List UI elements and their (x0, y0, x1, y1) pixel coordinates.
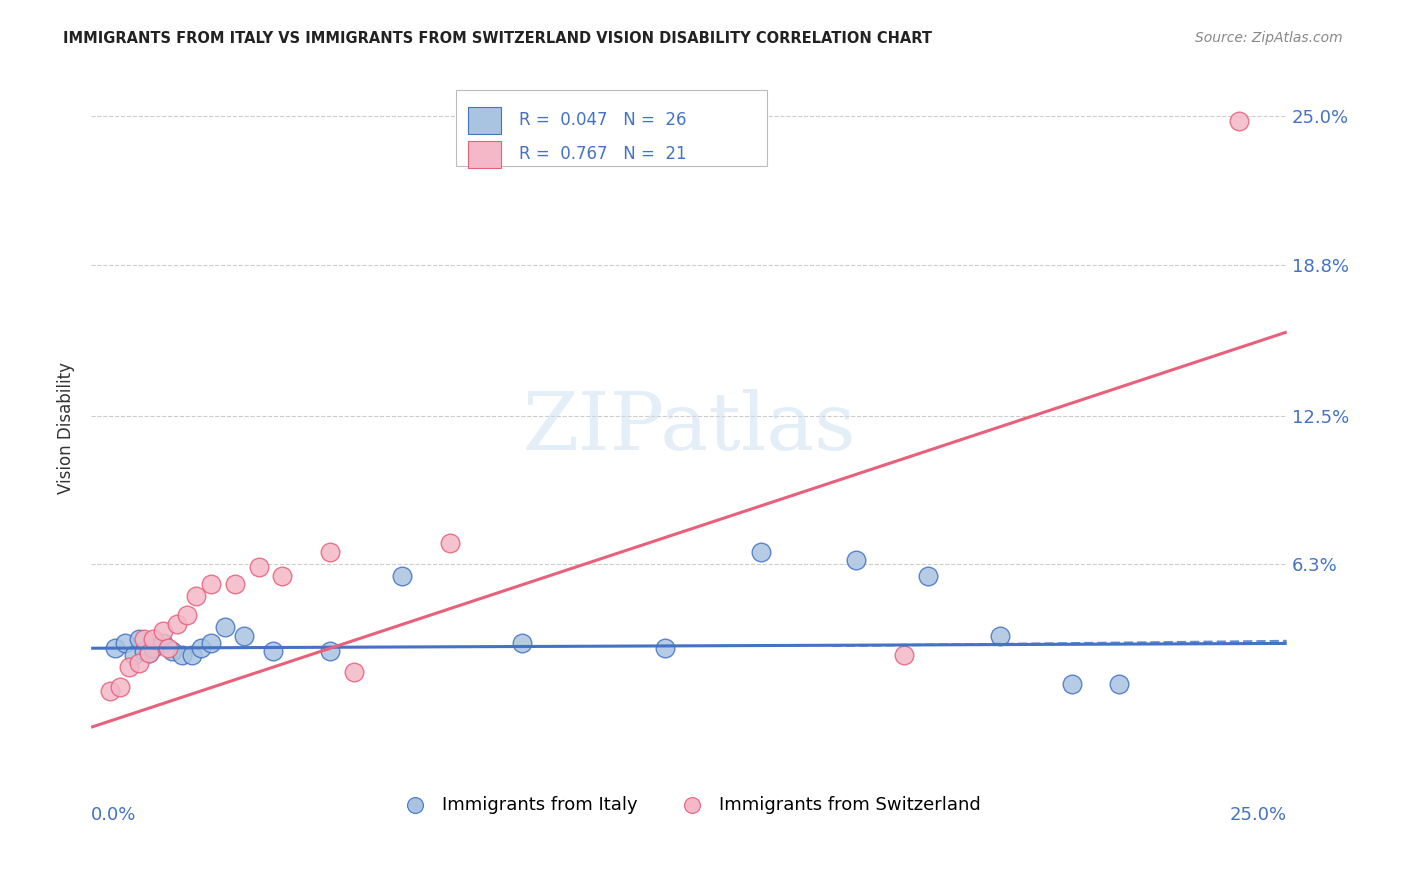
Point (233, 629, 256, 643)
Point (749, 545, 772, 559)
Text: R =  0.047   N =  26: R = 0.047 N = 26 (519, 112, 686, 129)
FancyBboxPatch shape (456, 90, 766, 166)
Point (142, 632, 165, 646)
Point (1227, 114, 1250, 128)
Point (262, 643, 284, 657)
FancyBboxPatch shape (468, 107, 501, 134)
Point (200, 636, 222, 650)
Point (166, 617, 188, 632)
Point (186, 589, 208, 603)
Point (138, 646, 160, 660)
Point (1060, 677, 1083, 691)
FancyBboxPatch shape (468, 141, 501, 168)
Point (118, 660, 141, 674)
Point (654, 641, 676, 656)
Point (132, 632, 155, 646)
Text: ZIPatlas: ZIPatlas (522, 389, 856, 467)
Point (214, 620, 236, 634)
Point (319, 643, 342, 657)
Point (988, 629, 1011, 643)
Point (128, 656, 150, 670)
Point (162, 643, 184, 657)
Point (138, 646, 160, 660)
Point (439, 536, 461, 550)
Point (1108, 677, 1130, 691)
Point (152, 636, 174, 650)
Point (845, 552, 868, 566)
Point (917, 569, 939, 583)
Point (98, 684, 121, 698)
Point (132, 643, 155, 657)
Point (319, 545, 342, 559)
Text: IMMIGRANTS FROM ITALY VS IMMIGRANTS FROM SWITZERLAND VISION DISABILITY CORRELATI: IMMIGRANTS FROM ITALY VS IMMIGRANTS FROM… (63, 31, 932, 46)
Point (224, 576, 246, 591)
Point (176, 607, 198, 622)
Point (128, 632, 150, 646)
Text: 0.0%: 0.0% (91, 806, 136, 824)
Point (510, 636, 533, 650)
Text: Source: ZipAtlas.com: Source: ZipAtlas.com (1195, 31, 1343, 45)
Point (200, 576, 222, 591)
Text: 25.0%: 25.0% (1230, 806, 1286, 824)
Point (391, 569, 413, 583)
Point (104, 641, 127, 656)
Point (190, 641, 212, 656)
Point (271, 569, 294, 583)
Point (247, 559, 270, 574)
Point (170, 648, 193, 663)
Point (156, 641, 179, 656)
Point (893, 648, 915, 663)
Point (122, 648, 145, 663)
Point (142, 641, 165, 656)
Legend: Immigrants from Italy, Immigrants from Switzerland: Immigrants from Italy, Immigrants from S… (389, 789, 988, 822)
Point (152, 624, 174, 639)
Point (343, 665, 366, 680)
Y-axis label: Vision Disability: Vision Disability (58, 362, 75, 494)
Point (108, 680, 131, 694)
Text: R =  0.767   N =  21: R = 0.767 N = 21 (519, 145, 686, 163)
Point (114, 636, 136, 650)
Point (180, 648, 202, 663)
